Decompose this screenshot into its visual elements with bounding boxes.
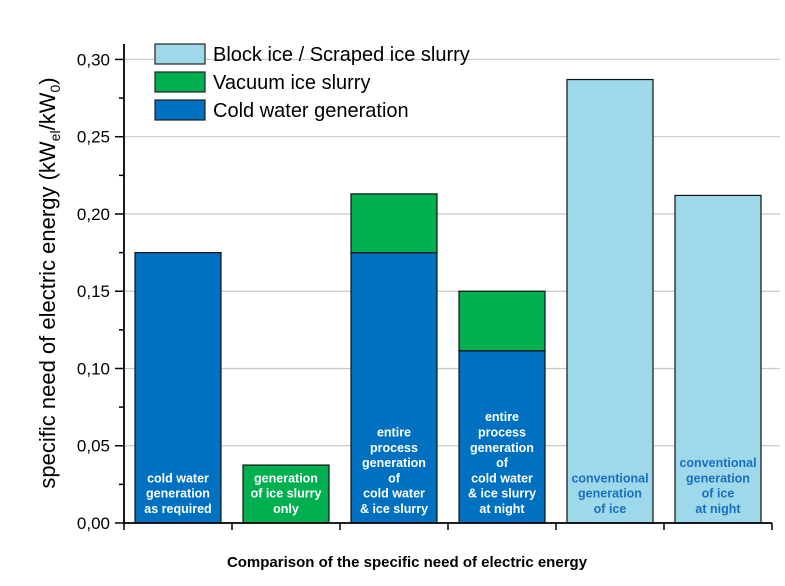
bar-label: generation: [146, 487, 210, 501]
y-tick-label: 0,15: [77, 282, 110, 301]
bar-label: & ice slurry: [468, 487, 536, 501]
bar-label: cold water: [471, 471, 533, 485]
legend: Block ice / Scraped ice slurry Vacuum ice…: [154, 43, 470, 122]
bar-label: process: [370, 441, 418, 455]
legend-swatch: [154, 43, 206, 65]
bar-label: conventional: [571, 471, 648, 485]
x-axis-label: Comparison of the specific need of elect…: [227, 554, 588, 571]
bar-label: process: [478, 426, 526, 440]
bar-label: generation: [470, 441, 534, 455]
bar-label: & ice slurry: [360, 502, 428, 516]
bar-segment: [674, 194, 762, 524]
legend-swatch: [154, 99, 206, 121]
bar-segment: [350, 193, 438, 254]
axes: 0,00 0,05 0,10 0,15 0,20 0,25 0,30: [77, 44, 773, 533]
bar-label: of: [496, 456, 509, 470]
bar-label: as required: [144, 502, 211, 516]
bar-label: generation: [362, 456, 426, 470]
bar-label: at night: [479, 502, 525, 516]
bar-label: generation: [254, 471, 318, 485]
y-tick-label: 0,25: [77, 128, 110, 147]
y-tick-label: 0,20: [77, 205, 110, 224]
bar-segment: [242, 464, 330, 524]
y-tick-label: 0,30: [77, 50, 110, 69]
bar-label: entire: [377, 426, 411, 440]
legend-label: Block ice / Scraped ice slurry: [213, 44, 470, 66]
y-tick-label: 0,00: [77, 514, 110, 533]
bar-label: of ice: [594, 502, 627, 516]
legend-label: Vacuum ice slurry: [213, 72, 370, 94]
bar-label: cold water: [363, 487, 425, 501]
bar-label: of ice slurry: [251, 487, 322, 501]
bar-label: of: [388, 471, 401, 485]
bar-label: entire: [485, 410, 519, 424]
bar-segment: [458, 290, 546, 352]
legend-label: Cold water generation: [213, 100, 409, 122]
y-tick-label: 0,10: [77, 359, 110, 378]
gridlines: [124, 58, 780, 447]
bar-label: generation: [578, 487, 642, 501]
bar-label: generation: [686, 471, 750, 485]
y-tick-label: 0,05: [77, 437, 110, 456]
bar-segment: [566, 78, 654, 524]
bar-label: at night: [695, 502, 741, 516]
bar-label: conventional: [679, 456, 756, 470]
bar-label: of ice: [702, 487, 735, 501]
bar-label: cold water: [147, 471, 209, 485]
bar-segment: [350, 251, 438, 524]
y-axis-label: specific need of electric energy (kWel/k…: [35, 77, 63, 488]
bar-label: only: [273, 502, 299, 516]
legend-swatch: [154, 71, 206, 93]
